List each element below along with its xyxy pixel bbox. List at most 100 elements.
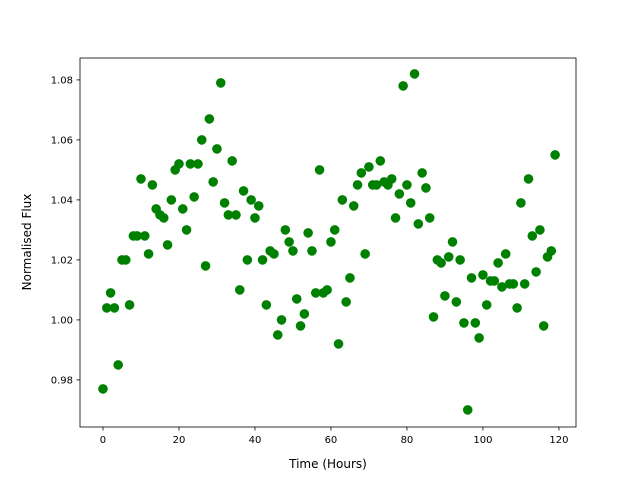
data-point — [489, 276, 500, 286]
x-axis-ticks: 0 20 40 60 80 100 120 — [100, 427, 568, 446]
data-point — [326, 237, 336, 247]
data-point — [174, 159, 184, 169]
data-point — [208, 177, 218, 187]
x-tick-label: 100 — [473, 435, 492, 446]
y-axis-label: Normalised Flux — [20, 194, 34, 291]
data-point — [546, 246, 557, 256]
axes-frame — [79, 57, 577, 428]
data-point — [421, 183, 431, 193]
x-tick-label: 0 — [100, 435, 106, 446]
x-axis-label: Time (Hours) — [288, 457, 367, 471]
data-point — [257, 255, 268, 265]
data-point — [227, 156, 237, 166]
data-point — [462, 405, 473, 415]
data-point — [500, 249, 511, 259]
data-point — [310, 288, 321, 298]
data-point — [189, 192, 199, 202]
data-point — [322, 285, 332, 295]
data-point — [280, 225, 291, 235]
data-point — [105, 288, 116, 298]
data-point — [177, 204, 188, 214]
data-point — [497, 282, 507, 292]
data-point — [246, 195, 256, 205]
data-point — [428, 312, 439, 322]
data-point — [109, 303, 120, 313]
y-tick-label: 1.04 — [51, 195, 73, 206]
data-point — [424, 213, 435, 223]
y-tick-label: 1.06 — [51, 135, 73, 146]
data-point — [120, 255, 131, 265]
data-point — [143, 249, 154, 259]
data-point — [375, 156, 386, 166]
data-point — [519, 279, 530, 289]
data-point — [295, 321, 306, 331]
data-point — [291, 294, 302, 304]
data-point — [204, 114, 215, 124]
data-point — [101, 303, 112, 313]
data-point — [337, 195, 348, 205]
data-point — [364, 162, 374, 172]
data-point — [272, 330, 283, 340]
data-point — [139, 231, 150, 241]
data-point — [276, 315, 287, 325]
data-point — [234, 285, 245, 295]
data-point — [299, 309, 310, 319]
x-tick-label: 80 — [401, 435, 414, 446]
data-point — [538, 321, 549, 331]
data-point — [478, 270, 488, 280]
data-point — [132, 231, 142, 241]
data-point — [409, 69, 420, 79]
data-point — [113, 360, 123, 370]
data-point — [470, 318, 481, 328]
data-point — [474, 333, 484, 343]
data-point — [535, 225, 545, 235]
data-point — [333, 339, 344, 349]
data-point — [440, 291, 450, 301]
data-point — [250, 213, 260, 223]
y-tick-label: 1.08 — [51, 75, 73, 86]
data-point — [413, 219, 424, 229]
data-point — [345, 273, 355, 283]
data-point — [284, 237, 294, 247]
data-point — [242, 255, 253, 265]
data-point — [394, 189, 405, 199]
data-point — [124, 300, 135, 310]
data-point — [417, 168, 427, 178]
data-point — [371, 180, 382, 190]
x-tick-label: 40 — [249, 435, 262, 446]
data-point — [360, 249, 370, 259]
data-point — [523, 174, 534, 184]
data-point — [158, 213, 169, 223]
data-point — [166, 195, 177, 205]
data-point — [288, 246, 298, 256]
data-point — [303, 228, 313, 238]
data-point — [451, 297, 462, 307]
x-tick-label: 120 — [549, 435, 568, 446]
data-point — [307, 246, 317, 256]
data-point — [223, 210, 234, 220]
data-point — [390, 213, 401, 223]
data-point — [238, 186, 249, 196]
data-point — [136, 174, 146, 184]
data-point — [398, 81, 408, 91]
data-point — [314, 165, 325, 175]
data-point — [356, 168, 367, 178]
y-tick-label: 0.98 — [51, 375, 73, 386]
data-point — [341, 297, 351, 307]
data-point — [231, 210, 241, 220]
y-tick-label: 1.02 — [51, 255, 73, 266]
data-point — [185, 159, 196, 169]
data-point — [481, 300, 492, 310]
data-point — [352, 180, 363, 190]
data-point — [200, 261, 211, 271]
data-point — [493, 258, 503, 268]
data-point — [329, 225, 340, 235]
data-point — [466, 273, 477, 283]
data-point — [402, 180, 412, 190]
data-point — [512, 303, 522, 313]
data-point — [181, 225, 192, 235]
data-point — [405, 198, 416, 208]
x-tick-label: 60 — [325, 435, 338, 446]
y-axis-ticks: 0.98 1.00 1.02 1.04 1.06 1.08 — [51, 75, 80, 386]
